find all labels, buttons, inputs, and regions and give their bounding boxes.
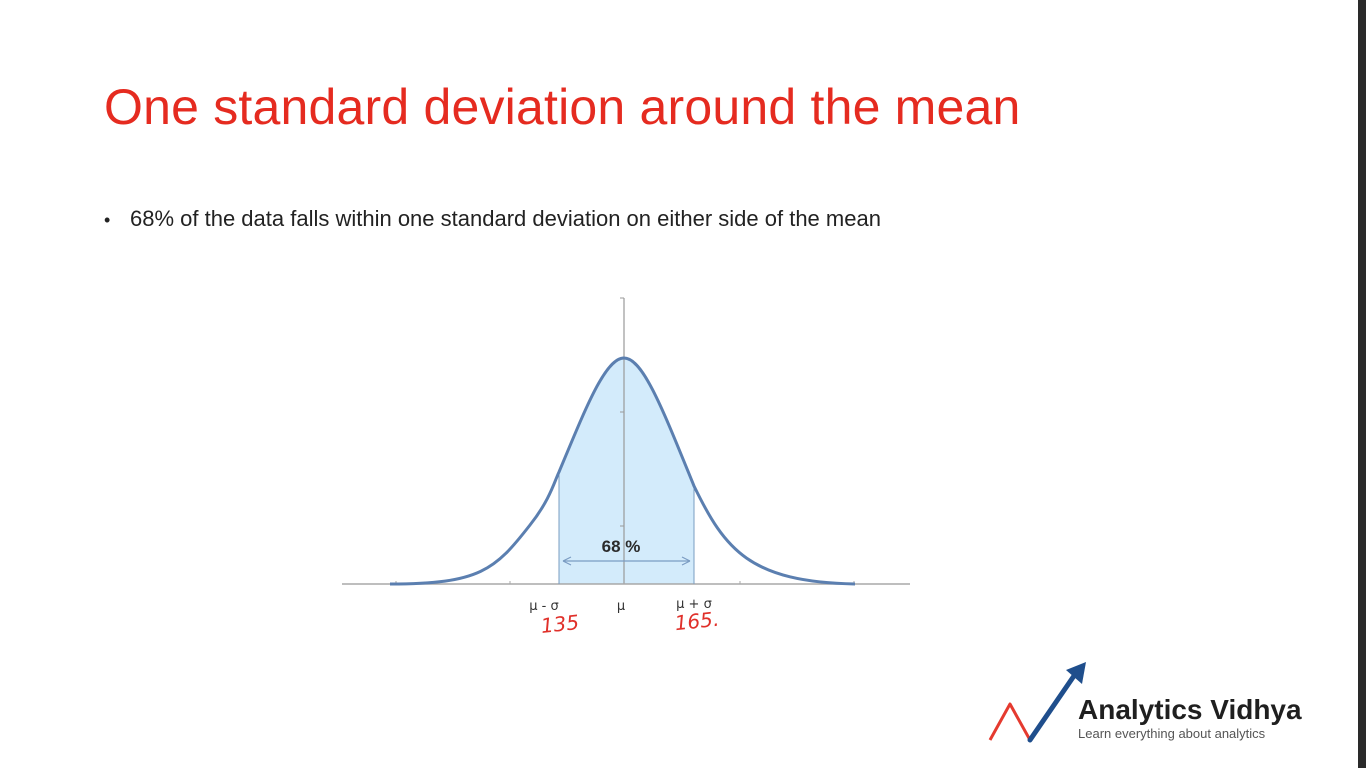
bullet-dot-icon: • xyxy=(104,210,111,230)
bullet-item: • 68% of the data falls within one standa… xyxy=(104,206,881,232)
window-edge xyxy=(1358,0,1366,768)
handwritten-upper-value: 165. xyxy=(673,607,720,636)
tick-label-mu-plus-sigma: μ + σ xyxy=(676,597,712,612)
bullet-list: • 68% of the data falls within one standa… xyxy=(104,206,881,232)
bullet-text: 68% of the data falls within one standar… xyxy=(130,206,881,231)
logo-name: Analytics Vidhya xyxy=(1078,694,1302,725)
tick-label-mu-minus-sigma: μ - σ xyxy=(529,599,558,614)
logo-mark-icon xyxy=(988,662,1086,743)
analytics-vidhya-logo: Analytics Vidhya Learn everything about … xyxy=(986,660,1346,750)
tick-label-mu: μ xyxy=(617,599,625,614)
handwritten-lower-value: 135 xyxy=(540,610,580,638)
normal-distribution-diagram: 68 % μ - σ μ μ + σ 135 165. xyxy=(342,297,910,638)
bell-curve xyxy=(389,356,856,586)
logo-tagline: Learn everything about analytics xyxy=(1078,726,1266,741)
percentage-label: 68 % xyxy=(602,537,641,556)
range-arrow-left-head xyxy=(562,556,572,566)
shaded-region xyxy=(559,358,694,584)
slide-title: One standard deviation around the mean xyxy=(104,79,1021,135)
range-arrow-right-head xyxy=(681,556,691,566)
